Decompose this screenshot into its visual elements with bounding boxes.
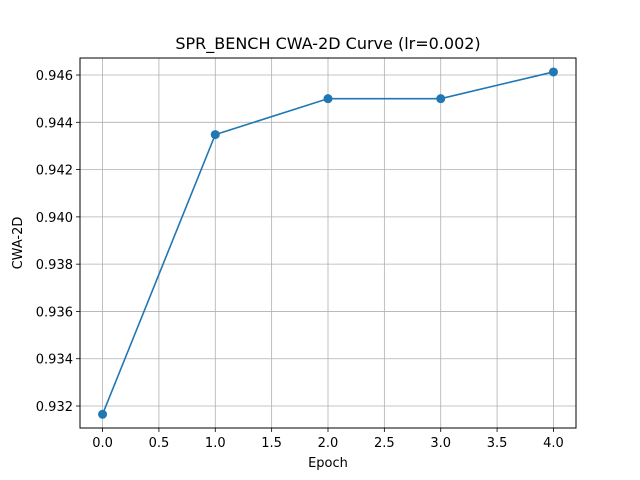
x-tick-label: 1.0 — [205, 436, 226, 451]
x-tick-label: 3.5 — [487, 436, 508, 451]
data-point-marker — [436, 94, 446, 104]
y-tick-label: 0.946 — [36, 69, 73, 84]
y-axis-label: CWA-2D — [11, 217, 26, 270]
x-tick-label: 0.5 — [149, 436, 170, 451]
grid-lines — [80, 58, 576, 428]
x-tick-label: 0.0 — [92, 436, 113, 451]
data-point-marker — [210, 130, 220, 140]
y-tick-label: 0.936 — [36, 305, 73, 320]
x-tick-label: 2.5 — [374, 436, 395, 451]
data-point-marker — [323, 94, 333, 104]
x-tick-label: 1.5 — [261, 436, 282, 451]
y-axis-ticks: 0.932 0.934 0.936 0.938 0.940 0.942 0.944 0.946 — [36, 69, 80, 415]
chart-title: SPR_BENCH CWA-2D Curve (lr=0.002) — [175, 34, 480, 54]
y-tick-label: 0.938 — [36, 258, 73, 273]
data-point-marker — [548, 67, 558, 77]
x-tick-label: 3.0 — [430, 436, 451, 451]
y-tick-label: 0.944 — [36, 116, 73, 131]
x-axis-ticks: 0.0 0.5 1.0 1.5 2.0 2.5 3.0 3.5 4.0 — [92, 428, 564, 451]
y-tick-label: 0.940 — [36, 211, 73, 226]
series-layer — [98, 67, 558, 419]
x-axis-label: Epoch — [308, 456, 348, 471]
y-tick-label: 0.934 — [36, 353, 73, 368]
x-tick-label: 2.0 — [318, 436, 339, 451]
y-tick-label: 0.942 — [36, 164, 73, 179]
y-tick-label: 0.932 — [36, 400, 73, 415]
data-point-marker — [98, 409, 108, 419]
x-tick-label: 4.0 — [543, 436, 564, 451]
